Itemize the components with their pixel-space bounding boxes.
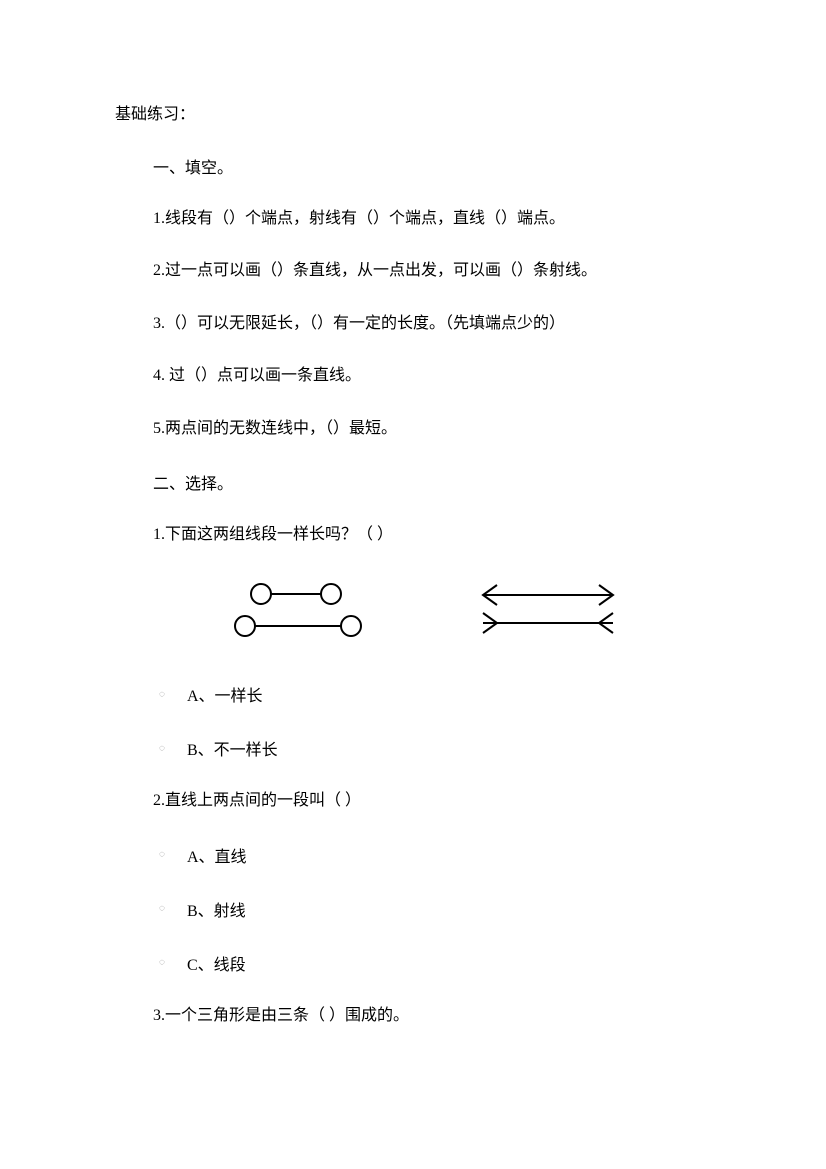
option-label: C、线段 (187, 951, 246, 975)
radio-icon: ◌ (159, 957, 169, 968)
option-label: B、射线 (187, 897, 246, 921)
radio-icon: ◌ (159, 903, 169, 914)
s2-q2-option-a[interactable]: ◌ A、直线 (153, 843, 711, 867)
s1-q3: 3.（）可以无限延长，（）有一定的长度。（先填端点少的） (153, 313, 711, 335)
s2-q2-option-b[interactable]: ◌ B、射线 (153, 897, 711, 921)
s1-q1: 1.线段有（）个端点，射线有（）个端点，直线（）端点。 (153, 208, 711, 230)
figure-circles (223, 576, 373, 646)
section1-heading: 一、填空。 (153, 154, 711, 178)
option-label: A、直线 (187, 843, 247, 867)
option-label: B、不一样长 (187, 736, 278, 760)
radio-icon: ◌ (159, 743, 169, 754)
s2-q1-text: 1.下面这两组线段一样长吗？（ ） (153, 524, 711, 546)
figure-arrows (473, 581, 623, 641)
s2-q1-option-b[interactable]: ◌ B、不一样长 (153, 736, 711, 760)
figure-container (153, 576, 711, 646)
s2-q2-text: 2.直线上两点间的一段叫（ ） (153, 790, 711, 812)
radio-icon: ◌ (159, 849, 169, 860)
s1-q5: 5.两点间的无数连线中，（）最短。 (153, 418, 711, 440)
section2-heading: 二、选择。 (153, 470, 711, 494)
option-label: A、一样长 (187, 682, 263, 706)
page-title: 基础练习： (115, 100, 711, 124)
radio-icon: ◌ (159, 689, 169, 700)
s1-q4: 4. 过（）点可以画一条直线。 (153, 365, 711, 387)
content-body: 一、填空。 1.线段有（）个端点，射线有（）个端点，直线（）端点。 2.过一点可… (115, 154, 711, 1027)
s2-q3-text: 3.一个三角形是由三条（ ）围成的。 (153, 1005, 711, 1027)
s2-q1-option-a[interactable]: ◌ A、一样长 (153, 682, 711, 706)
s2-q2-option-c[interactable]: ◌ C、线段 (153, 951, 711, 975)
s1-q2: 2.过一点可以画（）条直线，从一点出发，可以画（）条射线。 (153, 260, 711, 282)
